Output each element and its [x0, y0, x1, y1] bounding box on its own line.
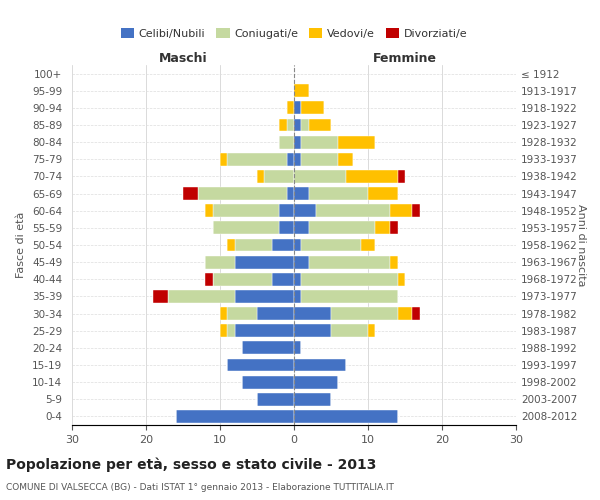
Bar: [205, 204, 212, 217]
Bar: [265, 170, 294, 183]
Bar: [361, 238, 376, 252]
Bar: [338, 153, 353, 166]
Bar: [235, 290, 294, 303]
Bar: [257, 307, 294, 320]
Bar: [309, 222, 376, 234]
Bar: [331, 307, 398, 320]
Bar: [279, 222, 294, 234]
Legend: Celibi/Nubili, Coniugati/e, Vedovi/e, Divorziati/e: Celibi/Nubili, Coniugati/e, Vedovi/e, Di…: [116, 24, 472, 44]
Bar: [390, 204, 412, 217]
Bar: [294, 118, 301, 132]
Bar: [212, 273, 272, 285]
Bar: [212, 222, 279, 234]
Bar: [235, 238, 272, 252]
Bar: [412, 307, 420, 320]
Text: Maschi: Maschi: [158, 52, 208, 65]
Bar: [227, 324, 235, 337]
Bar: [309, 256, 390, 268]
Bar: [331, 324, 368, 337]
Bar: [398, 273, 405, 285]
Bar: [212, 204, 279, 217]
Bar: [279, 118, 287, 132]
Bar: [279, 204, 294, 217]
Bar: [294, 273, 301, 285]
Bar: [294, 204, 316, 217]
Bar: [205, 256, 235, 268]
Bar: [242, 342, 294, 354]
Bar: [294, 84, 309, 97]
Bar: [294, 102, 301, 114]
Bar: [227, 238, 235, 252]
Bar: [287, 102, 294, 114]
Text: Popolazione per età, sesso e stato civile - 2013: Popolazione per età, sesso e stato civil…: [6, 458, 376, 472]
Bar: [294, 358, 346, 372]
Bar: [294, 238, 301, 252]
Bar: [368, 187, 398, 200]
Bar: [294, 376, 338, 388]
Bar: [227, 358, 294, 372]
Text: COMUNE DI VALSECCA (BG) - Dati ISTAT 1° gennaio 2013 - Elaborazione TUTTITALIA.I: COMUNE DI VALSECCA (BG) - Dati ISTAT 1° …: [6, 482, 394, 492]
Bar: [412, 204, 420, 217]
Bar: [235, 256, 294, 268]
Bar: [198, 187, 287, 200]
Bar: [294, 187, 309, 200]
Bar: [338, 136, 376, 148]
Bar: [272, 273, 294, 285]
Bar: [309, 187, 368, 200]
Bar: [301, 153, 338, 166]
Bar: [346, 170, 398, 183]
Bar: [168, 290, 235, 303]
Bar: [220, 307, 227, 320]
Bar: [316, 204, 390, 217]
Bar: [390, 256, 398, 268]
Bar: [220, 153, 227, 166]
Bar: [227, 153, 287, 166]
Bar: [294, 256, 309, 268]
Bar: [287, 153, 294, 166]
Bar: [368, 324, 376, 337]
Bar: [301, 290, 398, 303]
Bar: [294, 290, 301, 303]
Bar: [294, 222, 309, 234]
Bar: [220, 324, 227, 337]
Bar: [294, 324, 331, 337]
Bar: [287, 187, 294, 200]
Y-axis label: Anni di nascita: Anni di nascita: [576, 204, 586, 286]
Bar: [205, 273, 212, 285]
Bar: [309, 118, 331, 132]
Bar: [301, 238, 361, 252]
Bar: [154, 290, 168, 303]
Bar: [294, 136, 301, 148]
Bar: [294, 410, 398, 423]
Bar: [301, 136, 338, 148]
Bar: [279, 136, 294, 148]
Bar: [235, 324, 294, 337]
Bar: [301, 102, 323, 114]
Bar: [272, 238, 294, 252]
Bar: [398, 170, 405, 183]
Bar: [301, 118, 309, 132]
Y-axis label: Fasce di età: Fasce di età: [16, 212, 26, 278]
Bar: [294, 393, 331, 406]
Bar: [242, 376, 294, 388]
Bar: [227, 307, 257, 320]
Bar: [257, 393, 294, 406]
Bar: [257, 170, 265, 183]
Bar: [183, 187, 198, 200]
Bar: [294, 170, 346, 183]
Bar: [376, 222, 390, 234]
Bar: [301, 273, 398, 285]
Bar: [287, 118, 294, 132]
Bar: [294, 342, 301, 354]
Bar: [398, 307, 412, 320]
Bar: [390, 222, 398, 234]
Bar: [294, 153, 301, 166]
Bar: [294, 307, 331, 320]
Bar: [176, 410, 294, 423]
Text: Femmine: Femmine: [373, 52, 437, 65]
